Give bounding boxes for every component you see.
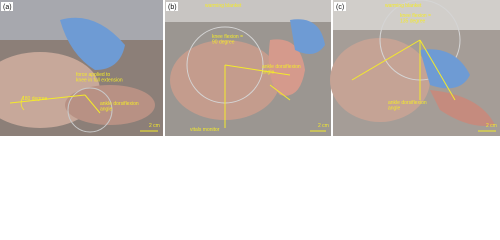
panel-label: (a)	[3, 4, 12, 11]
annotation: ankle dorsiflexion	[262, 64, 301, 70]
annotation: knee in full extension	[76, 78, 123, 84]
annotation: vitals monitor	[190, 127, 220, 133]
annotation: force applied to	[76, 72, 110, 78]
label-bg	[1, 2, 13, 11]
annotation: angle	[262, 70, 274, 76]
annotation: 90 degree	[212, 40, 235, 46]
scale-label: 2 cm	[318, 123, 329, 129]
annotation: warming blanket	[385, 3, 422, 9]
label-bg	[334, 2, 346, 11]
annotation: warming blanket	[205, 3, 242, 9]
panel-label: (c)	[336, 4, 344, 11]
panel-label: (b)	[168, 4, 177, 11]
scale-label: 2 cm	[486, 123, 497, 129]
photo-a	[0, 0, 163, 136]
annotation: angle	[388, 106, 400, 112]
annotation: ankle dorsiflexion	[388, 100, 427, 106]
photo-b	[165, 0, 331, 136]
photo-c	[330, 0, 500, 136]
scale-label: 2 cm	[149, 123, 160, 129]
annotation: knee flexion =	[212, 34, 243, 40]
annotation: ankle dorsiflexion	[100, 101, 139, 107]
annotation: knee flexion =	[400, 13, 431, 19]
page: (a) 2 cm force applied to knee in full exte…	[0, 0, 500, 136]
annotation: 180 degree	[22, 96, 48, 102]
label-bg	[166, 2, 178, 11]
annotation: angle	[100, 107, 112, 113]
annotation: 135 degree	[400, 19, 426, 25]
